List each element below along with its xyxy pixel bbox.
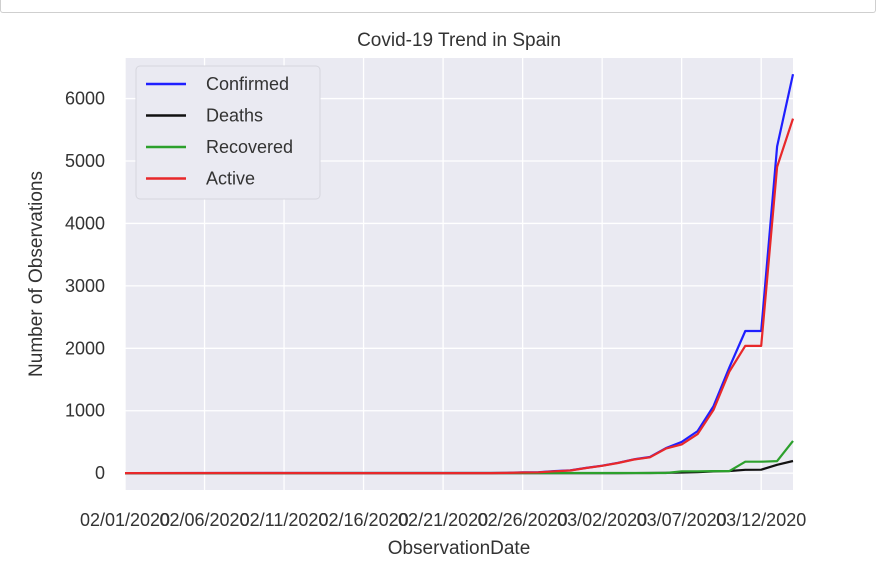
- series-layer: [124, 73, 795, 475]
- y-tick-label: 3000: [65, 276, 105, 296]
- legend-label-confirmed: Confirmed: [206, 74, 289, 94]
- x-tick-label: 03/02/2020: [557, 510, 647, 530]
- x-axis-label: ObservationDate: [388, 538, 531, 559]
- x-tick-labels: 02/01/202002/06/202002/11/202002/16/2020…: [80, 510, 806, 530]
- y-tick-label: 0: [95, 463, 105, 483]
- y-tick-label: 2000: [65, 338, 105, 358]
- y-axis-label: Number of Observations: [26, 171, 47, 377]
- x-tick-label: 02/01/2020: [80, 510, 170, 530]
- x-tick-label: 02/06/2020: [159, 510, 249, 530]
- legend-label-recovered: Recovered: [206, 137, 293, 157]
- x-tick-label: 03/12/2020: [716, 510, 806, 530]
- legend: Confirmed Deaths Recovered Active: [135, 65, 321, 200]
- y-tick-label: 1000: [65, 401, 105, 421]
- x-tick-label: 02/21/2020: [398, 510, 488, 530]
- y-tick-label: 6000: [65, 89, 105, 109]
- series-line-active: [124, 118, 795, 475]
- y-tick-label: 5000: [65, 151, 105, 171]
- legend-label-active: Active: [206, 169, 255, 189]
- chart-title: Covid-19 Trend in Spain: [357, 30, 561, 51]
- legend-box: [135, 65, 321, 200]
- y-tick-label: 4000: [65, 213, 105, 233]
- x-tick-label: 03/07/2020: [637, 510, 727, 530]
- x-tick-label: 02/11/2020: [240, 510, 329, 530]
- x-tick-label: 02/26/2020: [478, 510, 568, 530]
- legend-label-deaths: Deaths: [206, 106, 263, 126]
- y-tick-labels: 0 1000 2000 3000 4000 5000 6000: [65, 89, 105, 484]
- x-tick-label: 02/16/2020: [319, 510, 409, 530]
